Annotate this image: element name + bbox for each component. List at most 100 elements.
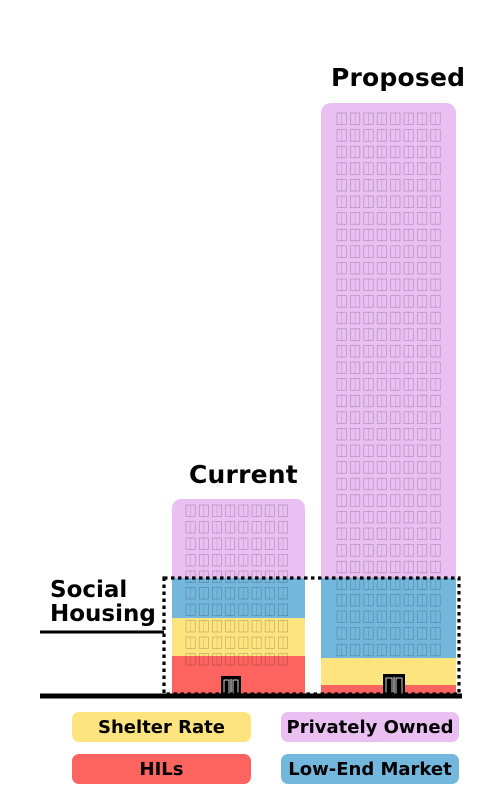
window — [363, 262, 374, 275]
window — [363, 627, 374, 640]
window — [264, 653, 275, 666]
window — [430, 212, 441, 225]
window — [198, 636, 209, 649]
window — [417, 278, 428, 291]
window — [390, 278, 401, 291]
window — [363, 295, 374, 308]
window — [403, 328, 414, 341]
window — [390, 361, 401, 374]
window — [363, 179, 374, 192]
window — [350, 511, 361, 524]
social-housing-label: Social Housing — [50, 578, 160, 626]
window — [390, 311, 401, 325]
window — [376, 544, 387, 557]
window — [278, 587, 288, 600]
window — [264, 620, 275, 633]
window — [430, 527, 441, 540]
window — [350, 627, 361, 640]
window — [430, 311, 441, 325]
window — [376, 477, 387, 491]
window — [363, 195, 374, 208]
window — [376, 295, 387, 308]
window — [376, 212, 387, 225]
window — [403, 511, 414, 524]
window — [238, 603, 249, 616]
window — [390, 195, 401, 208]
window — [264, 554, 275, 567]
window — [430, 394, 441, 408]
window — [212, 554, 222, 567]
window — [390, 394, 401, 408]
window — [336, 627, 347, 640]
window — [417, 129, 428, 142]
window — [430, 262, 441, 275]
window — [376, 328, 387, 341]
window — [363, 228, 374, 242]
window — [430, 228, 441, 242]
window — [390, 228, 401, 242]
window — [403, 278, 414, 291]
window — [390, 295, 401, 308]
window — [430, 444, 441, 457]
window — [238, 620, 249, 633]
window — [403, 129, 414, 142]
window — [363, 560, 374, 574]
window — [185, 620, 196, 633]
window — [336, 610, 347, 623]
window — [390, 162, 401, 175]
window — [376, 594, 387, 607]
window — [430, 428, 441, 441]
window — [278, 620, 288, 633]
window — [403, 262, 414, 275]
window — [225, 636, 236, 649]
window — [376, 394, 387, 408]
window — [363, 444, 374, 457]
window — [376, 228, 387, 242]
window — [350, 411, 361, 424]
window — [403, 228, 414, 242]
legend-privately-owned-label: Privately Owned — [286, 716, 454, 738]
window — [376, 145, 387, 159]
window — [390, 627, 401, 640]
window — [417, 262, 428, 275]
window — [251, 636, 262, 649]
window — [376, 361, 387, 374]
window — [417, 145, 428, 159]
window — [336, 527, 347, 540]
window — [417, 295, 428, 308]
window — [336, 195, 347, 208]
window — [185, 587, 196, 600]
window — [363, 345, 374, 358]
window — [417, 361, 428, 374]
window — [198, 587, 209, 600]
window — [376, 411, 387, 424]
window — [350, 544, 361, 557]
window — [251, 603, 262, 616]
window — [238, 537, 249, 550]
window — [390, 212, 401, 225]
window — [403, 544, 414, 557]
proposed-windows — [336, 112, 441, 657]
social-housing-label-text: Social Housing — [50, 577, 156, 627]
window — [417, 610, 428, 623]
window — [336, 361, 347, 374]
window — [336, 444, 347, 457]
window — [430, 461, 441, 474]
window — [417, 345, 428, 358]
window — [336, 145, 347, 159]
window — [336, 212, 347, 225]
window — [417, 179, 428, 192]
window — [376, 461, 387, 474]
window — [350, 444, 361, 457]
window — [376, 112, 387, 125]
window — [403, 311, 414, 325]
window — [403, 345, 414, 358]
window — [390, 262, 401, 275]
window — [363, 278, 374, 291]
window — [403, 145, 414, 159]
window — [417, 112, 428, 125]
legend-shelter-rate: Shelter Rate — [72, 712, 251, 742]
window — [417, 328, 428, 341]
window — [376, 494, 387, 507]
window — [225, 554, 236, 567]
